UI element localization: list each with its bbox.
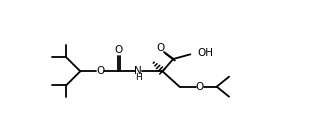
Text: O: O bbox=[196, 82, 204, 92]
Text: H: H bbox=[135, 73, 141, 82]
Text: O: O bbox=[115, 46, 123, 55]
Text: O: O bbox=[156, 43, 164, 53]
Text: N: N bbox=[134, 66, 141, 76]
Text: OH: OH bbox=[197, 48, 213, 58]
Text: O: O bbox=[96, 66, 105, 76]
